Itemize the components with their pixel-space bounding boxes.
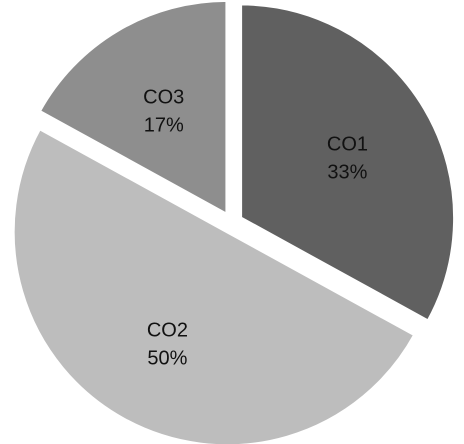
pie-slice-co1	[239, 2, 457, 324]
pie-slice-co2	[11, 126, 417, 444]
pie-slices	[11, 0, 457, 444]
slice-percent-label: 17%	[144, 115, 184, 137]
pie-slice-co3	[37, 0, 229, 217]
slice-percent-label: 50%	[147, 348, 187, 370]
pie-labels: CO1 33% CO2 50% CO3 17%	[143, 87, 368, 370]
slice-name-label: CO1	[327, 134, 368, 156]
slice-name-label: CO2	[147, 320, 188, 342]
slice-name-label: CO3	[143, 87, 184, 109]
slice-percent-label: 33%	[327, 162, 367, 184]
